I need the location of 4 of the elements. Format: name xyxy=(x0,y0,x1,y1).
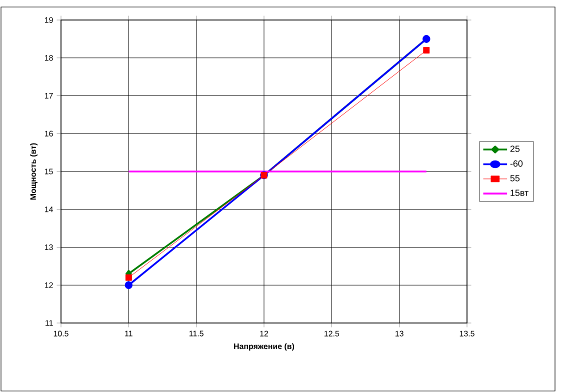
legend-label: 15вт xyxy=(510,190,528,196)
legend-label: 25 xyxy=(510,146,520,152)
legend-label: 55 xyxy=(510,175,520,182)
legend-label: -60 xyxy=(510,160,523,167)
